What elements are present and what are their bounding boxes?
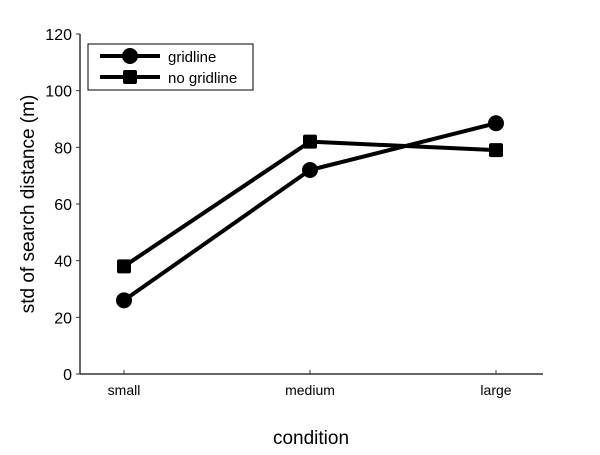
y-tick-label: 80 (54, 140, 72, 157)
data-point-no-gridline (303, 134, 317, 149)
series-line-gridline (122, 121, 497, 302)
y-tick-label: 120 (45, 27, 72, 44)
y-tick-label: 0 (63, 367, 72, 384)
y-tick-label: 40 (54, 254, 72, 271)
y-axis-label: std of search distance (m) (18, 95, 39, 314)
series-group (116, 115, 504, 309)
y-tick-label: 60 (54, 197, 72, 214)
legend-label-no-gridline: no gridline (168, 70, 237, 87)
legend: gridline no gridline (87, 43, 254, 91)
x-tick-label: small (108, 382, 141, 398)
x-axis-label: condition (273, 428, 349, 449)
data-point-no-gridline (117, 259, 131, 274)
legend-box (87, 43, 254, 91)
data-point-gridline (302, 162, 318, 178)
y-tick-label: 100 (45, 84, 72, 101)
legend-marker-gridline (122, 48, 138, 64)
data-point-gridline (116, 292, 132, 309)
x-tick-label: medium (285, 382, 335, 398)
series-line-no-gridline (122, 139, 497, 268)
data-point-no-gridline (489, 143, 503, 158)
x-tick-label: large (480, 382, 511, 398)
y-tick-label: 20 (54, 310, 72, 327)
legend-marker-no-gridline (123, 70, 137, 84)
axes: 0 20 40 60 80 100 120 small medium large (45, 27, 543, 398)
legend-label-gridline: gridline (168, 49, 216, 66)
data-point-gridline (488, 115, 504, 132)
